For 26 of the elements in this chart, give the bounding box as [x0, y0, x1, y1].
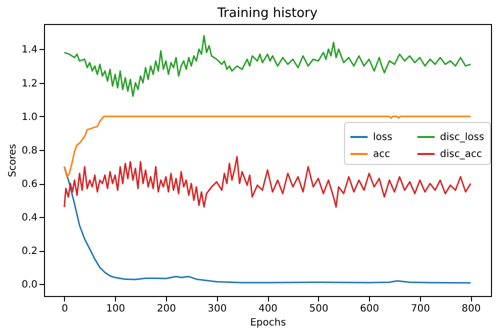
x-tick-label: 100	[106, 304, 126, 314]
y-tick-label: 1.0	[22, 112, 38, 123]
x-axis-title: Epochs	[250, 318, 286, 328]
x-tick-label: 500	[309, 304, 328, 314]
y-tick-label: 0.2	[22, 246, 38, 258]
legend-label: acc	[373, 149, 390, 160]
legend-label: disc_loss	[440, 132, 484, 143]
legend-label: loss	[373, 132, 392, 143]
line-series	[64, 35, 472, 97]
chart-title: Training history	[216, 6, 318, 21]
x-tick-label: 300	[208, 304, 227, 314]
y-tick-label: 0.4	[22, 212, 38, 224]
y-tick-label: 0.8	[22, 145, 38, 156]
x-tick-label: 600	[360, 304, 380, 314]
y-tick-label: 0.6	[22, 179, 38, 190]
x-tick-label: 400	[258, 304, 278, 314]
y-tick-label: 0.0	[22, 280, 38, 291]
y-tick-label: 1.2	[22, 78, 38, 90]
x-tick-label: 700	[410, 304, 430, 314]
legend-label: disc_acc	[440, 149, 482, 160]
x-tick-label: 0	[62, 304, 68, 314]
x-tick-label: 800	[462, 304, 481, 314]
y-tick-label: 1.4	[22, 44, 38, 56]
line-series	[64, 166, 472, 284]
y-axis-title: Scores	[8, 144, 19, 178]
x-tick-label: 200	[156, 304, 176, 314]
